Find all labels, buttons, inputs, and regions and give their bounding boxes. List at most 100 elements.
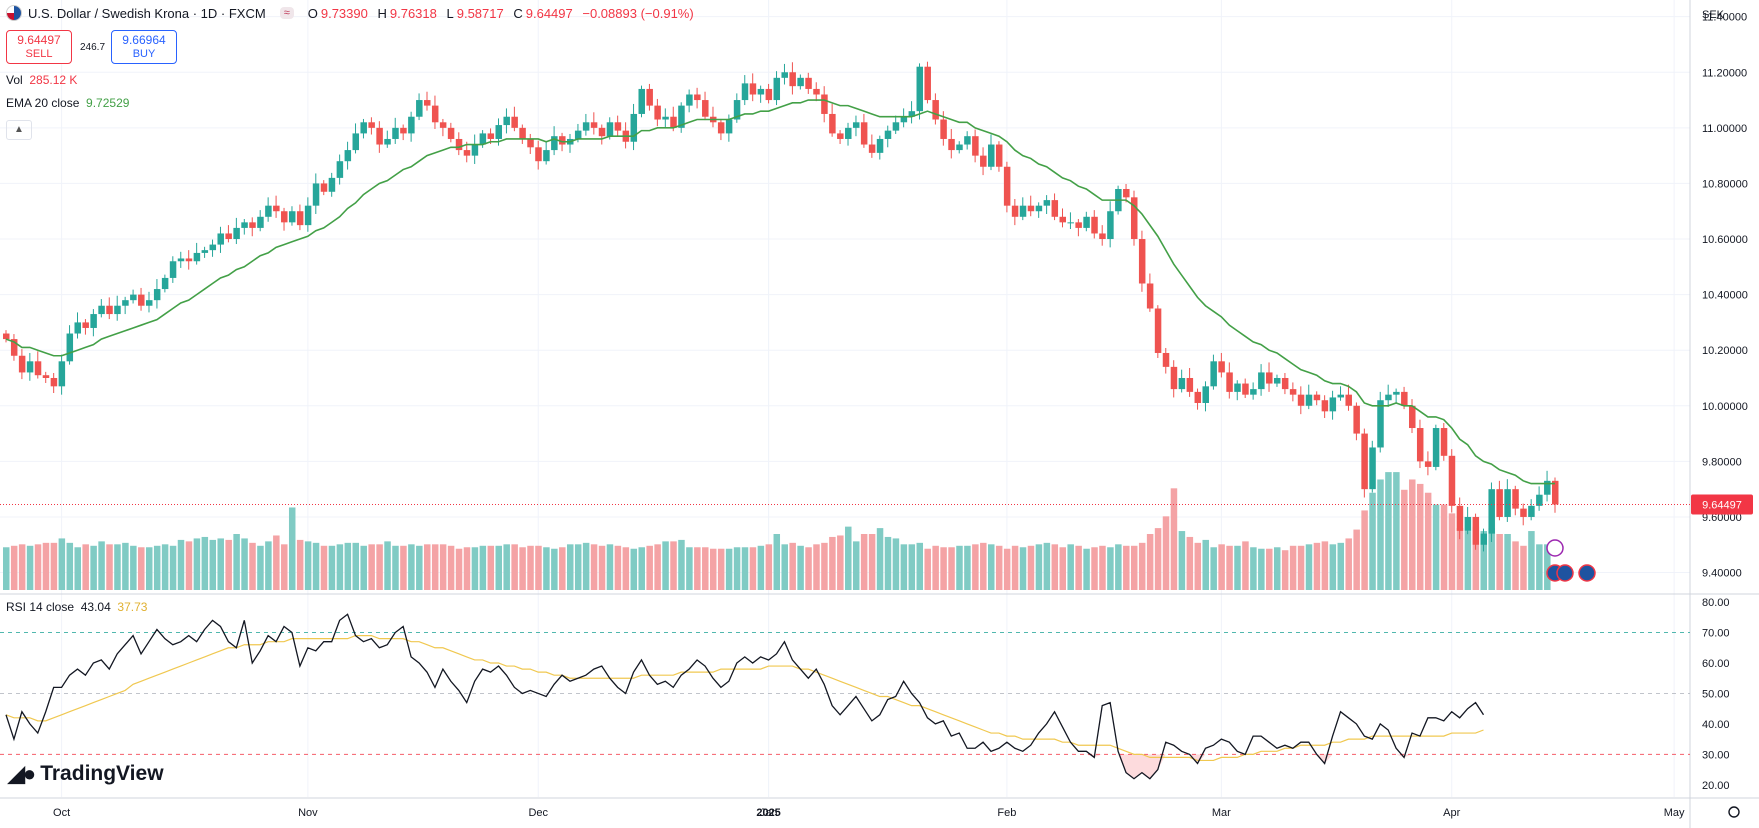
- volume-bar: [185, 541, 193, 590]
- tradingview-logo[interactable]: ◢● TradingView: [8, 761, 164, 786]
- volume-bar: [908, 544, 916, 590]
- volume-bar: [980, 542, 987, 590]
- candle-body: [1416, 428, 1424, 462]
- collapse-legend-button[interactable]: ▲: [6, 120, 32, 140]
- compare-icon[interactable]: ≈: [279, 7, 294, 19]
- candle-body: [1019, 205, 1027, 217]
- volume-bar: [1019, 547, 1027, 590]
- candle-body: [447, 127, 455, 139]
- candle-body: [638, 88, 645, 114]
- buy-button[interactable]: 9.66964 BUY: [111, 30, 177, 64]
- rsi-axis[interactable]: 80.00 70.00 60.00 50.00 40.00 30.00 20.00: [1702, 597, 1730, 792]
- candle-body: [1488, 489, 1495, 534]
- candle-body: [1154, 308, 1162, 353]
- candle-body: [1504, 489, 1511, 517]
- candle-body: [964, 136, 971, 145]
- time-tick-label: May: [1664, 807, 1685, 819]
- volume-bar: [138, 547, 145, 590]
- volume-bar: [3, 547, 10, 590]
- rsi-tick-label: 70.00: [1702, 628, 1730, 640]
- volume-bar: [1146, 534, 1154, 590]
- volume-bar: [566, 544, 574, 590]
- time-tick-label: Jan: [760, 807, 778, 819]
- volume-bar: [392, 545, 399, 590]
- candle-body: [1337, 394, 1345, 398]
- price-axis[interactable]: 11.40000 11.20000 11.00000 10.80000 10.60000…: [1702, 9, 1748, 580]
- volume-bar: [439, 544, 447, 590]
- volume-bar: [233, 534, 240, 590]
- volume-bar: [972, 544, 979, 590]
- volume-bar: [1401, 489, 1408, 590]
- ema-legend[interactable]: EMA 20 close 9.72529: [6, 96, 130, 110]
- rsi-tick-label: 30.00: [1702, 749, 1730, 761]
- price-tick-label: 10.60000: [1702, 234, 1748, 246]
- candlesticks: [3, 61, 1559, 552]
- volume-bar: [821, 542, 828, 590]
- volume-bar: [1337, 542, 1345, 590]
- volume-bar: [455, 548, 463, 590]
- candle-body: [312, 183, 320, 206]
- sell-button[interactable]: 9.64497 SELL: [6, 30, 72, 64]
- us-flag-event-icon: [1578, 564, 1596, 582]
- candle-body: [1170, 366, 1178, 390]
- volume-bar: [384, 541, 391, 590]
- volume-bar: [582, 542, 590, 590]
- candle-body: [980, 155, 987, 167]
- volume-bar: [98, 541, 105, 590]
- volume-bar: [948, 547, 955, 590]
- price-tick-label: 10.80000: [1702, 178, 1748, 190]
- volume-bar: [1059, 547, 1066, 590]
- volume-bar: [773, 534, 781, 590]
- symbol-title[interactable]: U.S. Dollar / Swedish Krona · 1D · FXCM: [28, 5, 266, 21]
- time-tick-label: Apr: [1443, 807, 1460, 819]
- volume-bar: [1003, 548, 1011, 590]
- volume-bar: [26, 545, 34, 590]
- candle-body: [495, 125, 503, 139]
- volume-bar: [1464, 531, 1472, 590]
- candle-body: [336, 161, 344, 178]
- volume-bar: [312, 542, 320, 590]
- volume-bar: [670, 541, 677, 590]
- volume-bar: [956, 545, 963, 590]
- candle-body: [1107, 211, 1114, 240]
- candle-body: [1361, 433, 1368, 490]
- volume-bar: [1393, 472, 1400, 590]
- time-tick-label: Dec: [528, 807, 548, 819]
- volume-bar: [265, 541, 272, 590]
- candle-body: [153, 289, 161, 301]
- volume-bar: [559, 547, 566, 590]
- rsi-legend[interactable]: RSI 14 close 43.04 37.73: [6, 600, 148, 614]
- candle-body: [884, 130, 892, 139]
- candle-body: [463, 150, 471, 156]
- volume-bar: [1409, 479, 1416, 590]
- candle-body: [1353, 405, 1360, 434]
- candle-body: [1043, 200, 1051, 206]
- candle-body: [916, 66, 924, 112]
- candle-body: [122, 300, 129, 306]
- candle-body: [487, 133, 495, 139]
- candle-body: [813, 88, 820, 95]
- candle-body: [1146, 283, 1154, 309]
- volume-bar: [1218, 544, 1225, 590]
- candle-body: [241, 222, 248, 228]
- candle-body: [535, 147, 542, 162]
- candle-body: [900, 116, 908, 123]
- volume-bar: [686, 547, 693, 590]
- volume-bar: [527, 545, 534, 590]
- volume-bar: [201, 536, 209, 590]
- volume-bar: [495, 545, 503, 590]
- volume-bar: [741, 547, 749, 590]
- volume-legend[interactable]: Vol 285.12 K: [6, 73, 78, 87]
- volume-bar: [757, 545, 765, 590]
- candle-body: [177, 258, 185, 262]
- volume-bar: [1162, 516, 1170, 590]
- volume-bar: [1250, 547, 1257, 590]
- volume-bar: [479, 545, 487, 590]
- candle-body: [257, 216, 264, 228]
- rsi-oversold-fill: [1086, 754, 1413, 779]
- volume-bar: [1091, 547, 1098, 590]
- candle-body: [940, 119, 947, 139]
